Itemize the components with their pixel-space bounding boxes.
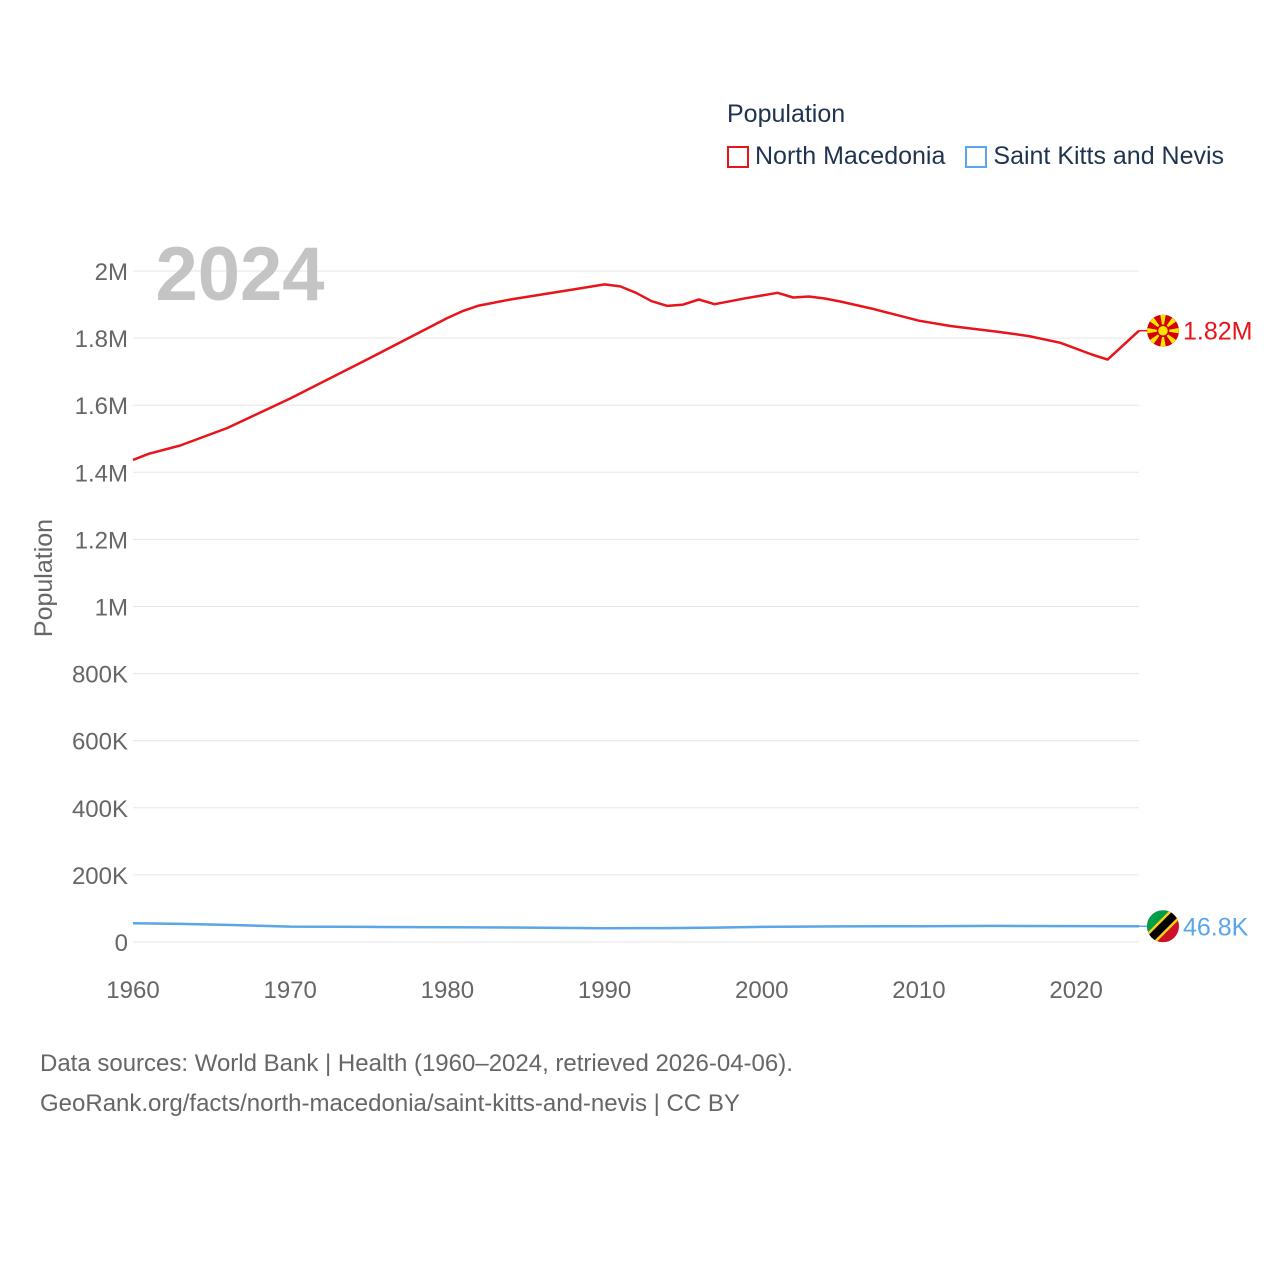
y-tick-label: 200K [72,863,128,890]
y-tick-label: 1.8M [75,326,128,353]
legend-label: North Macedonia [755,142,946,170]
legend-label: Saint Kitts and Nevis [993,142,1225,170]
x-tick-label: 2020 [1049,977,1102,1004]
x-tick-label: 1970 [263,977,316,1004]
y-tick-label: 1.6M [75,393,128,420]
year-label: 2024 [155,232,324,317]
x-tick-label: 1980 [421,977,474,1004]
legend-item-north-macedonia[interactable]: North Macedonia [727,142,945,171]
legend-swatch-saint-kitts-and-nevis [965,145,988,168]
y-tick-label: 1M [95,595,128,622]
series-lines [132,283,1147,930]
saint-kitts-and-nevis-flag-icon [1147,910,1179,943]
y-tick-label: 800K [72,662,128,689]
series-line-saint-kitts-and-nevis [132,921,1140,930]
x-tick-label: 1960 [106,977,159,1004]
x-tick-label: 2000 [735,977,788,1004]
x-tick-label: 1990 [578,977,631,1004]
x-axis-ticks: 1960 1970 1980 1990 2000 2010 2020 [106,977,1103,1004]
series-end-markers: 1.82M 46.8K [1147,314,1252,943]
y-tick-label: 1.4M [75,460,128,487]
footer: Data sources: World Bank | Health (1960–… [40,1044,793,1124]
legend-swatch-north-macedonia [727,145,749,168]
series-end-label: 46.8K [1183,913,1249,941]
footer-link[interactable]: GeoRank.org/facts/north-macedonia/saint-… [40,1090,740,1117]
legend: North Macedonia Saint Kitts and Nevis [727,142,1224,171]
y-tick-label: 600K [72,729,128,756]
footer-sources: Data sources: World Bank | Health (1960–… [40,1050,793,1077]
y-axis-ticks: 0 200K 400K 600K 800K 1M 1.2M 1.4M 1.6M 1.8M 2M [72,259,128,957]
x-tick-label: 2010 [892,977,945,1004]
series-end-label: 1.82M [1183,318,1252,346]
legend-title: Population [727,100,846,128]
north-macedonia-flag-icon [1147,314,1179,347]
grid-lines [133,270,1139,943]
legend-item-saint-kitts-and-nevis[interactable]: Saint Kitts and Nevis [965,142,1224,171]
y-tick-label: 400K [72,796,128,823]
y-tick-label: 1.2M [75,527,128,554]
series-line-north-macedonia [132,283,1140,462]
y-tick-label: 0 [115,930,128,957]
y-axis-label: Population [30,519,58,637]
y-tick-label: 2M [95,259,128,286]
